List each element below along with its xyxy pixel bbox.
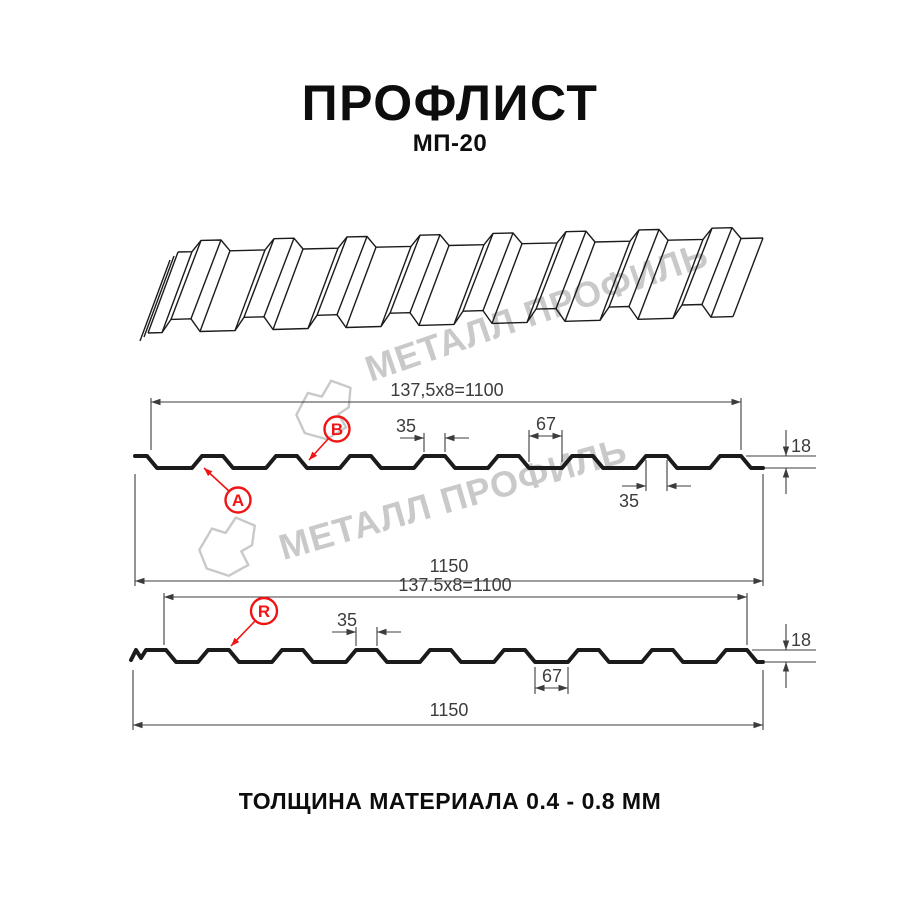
rib-edge-line <box>336 236 368 315</box>
dim-valley-r: 67 <box>542 666 562 686</box>
label-b: B <box>331 420 343 439</box>
sheet-back-edge <box>177 227 764 253</box>
rib-edge-line <box>272 248 304 330</box>
rib-edge-line <box>608 229 640 308</box>
label-b-circle <box>323 415 351 443</box>
dim-overall-a: 1150 <box>430 556 469 576</box>
brand-watermark-lower: МЕТАЛЛ ПРОФИЛЬ <box>198 429 631 577</box>
label-a-circle <box>224 486 252 514</box>
label-a: A <box>232 491 244 510</box>
section-r-drawing: 137.5x8=1100 35 67 18 1150 <box>129 575 816 730</box>
rib-edge-line <box>599 240 631 321</box>
brand-logo-icon <box>198 516 256 577</box>
profile-model: МП-20 <box>412 130 488 157</box>
dim-crest-a: 35 <box>396 416 416 436</box>
rib-edge-line <box>380 246 412 327</box>
watermark-text: МЕТАЛЛ ПРОФИЛЬ <box>360 234 714 390</box>
sheet-front-edge <box>147 303 734 334</box>
label-r-leader <box>230 620 256 647</box>
rib-edge-line <box>453 244 485 325</box>
profile-3d-view <box>139 227 764 342</box>
section-a-drawing: 137,5x8=1100 35 67 18 35 <box>133 380 816 586</box>
dim-pitch-r: 137.5x8=1100 <box>398 575 511 595</box>
rib-edge-line <box>307 247 339 329</box>
watermark-text: МЕТАЛЛ ПРОФИЛЬ <box>274 429 631 568</box>
brand-logo-icon <box>295 379 352 441</box>
rib-edge-line <box>389 234 421 314</box>
section-a-profile <box>133 454 765 470</box>
cut-edge-thickness-line <box>139 259 171 342</box>
rib-edge-line <box>672 239 704 319</box>
rib-edge-line <box>345 247 377 328</box>
dim-crest-r: 35 <box>337 610 357 630</box>
dim-height-a: 18 <box>791 436 811 456</box>
dim-pitch-a: 137,5x8=1100 <box>390 380 503 400</box>
rib-edge-line <box>491 243 523 324</box>
cut-edge-thickness-line <box>143 255 175 338</box>
dim-crest-lower-a: 35 <box>619 491 639 511</box>
rib-edge-line <box>732 237 764 317</box>
rib-edge-line <box>409 234 441 313</box>
rib-edge-line <box>190 239 222 320</box>
rib-edge-line <box>681 227 713 306</box>
rib-edge-line <box>637 239 669 320</box>
label-a-leader <box>203 467 231 493</box>
rib-edge-line <box>701 227 733 305</box>
rib-edge-line <box>161 251 193 333</box>
section-r-profile <box>129 648 765 664</box>
dim-overall-r: 1150 <box>430 700 469 720</box>
rib-edge-line <box>234 249 266 331</box>
rib-edge-line <box>170 240 202 320</box>
rib-edge-line <box>526 242 558 323</box>
rib-edge-line <box>555 230 587 309</box>
rib-edge-line <box>199 250 231 332</box>
rib-edge-line <box>263 237 295 318</box>
dim-valley-a: 67 <box>536 414 556 434</box>
rib-edge-line <box>482 232 514 311</box>
rib-edge-line <box>316 236 348 316</box>
rib-edge-line <box>535 231 567 310</box>
profile-3d-wireframe <box>139 227 764 342</box>
rib-edge-line <box>710 238 742 318</box>
rib-edge-line <box>462 233 494 312</box>
material-thickness-note: ТОЛЩИНА МАТЕРИАЛА 0.4 - 0.8 ММ <box>238 788 662 814</box>
dim-height-r: 18 <box>791 630 811 650</box>
label-b-leader <box>308 437 330 461</box>
label-r-circle <box>249 596 279 626</box>
label-r: R <box>258 602 270 621</box>
rib-edge-line <box>418 245 450 326</box>
rib-edge-line <box>147 251 179 334</box>
page-title: ПРОФЛИСТ <box>301 75 599 131</box>
rib-edge-line <box>564 241 596 322</box>
rib-edge-line <box>628 229 660 307</box>
rib-edge-line <box>243 238 275 318</box>
